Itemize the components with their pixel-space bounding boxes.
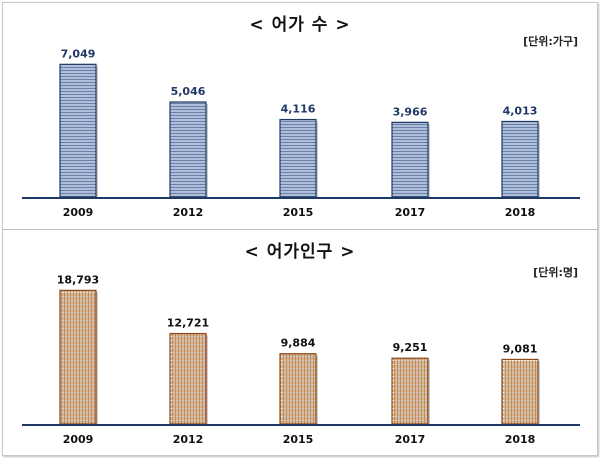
panel-divider [2, 229, 598, 230]
population-chart: < 어가인구 > [단위:명] 18,793 12,721 9,884 9,251 9,… [22, 242, 580, 446]
x-tick-label: 2012 [173, 206, 204, 219]
value-label: 5,046 [171, 85, 206, 98]
value-label: 18,793 [57, 273, 99, 286]
chart-title: < 어가 수 > [249, 15, 350, 35]
bar-2009 [59, 63, 97, 198]
value-label: 12,721 [167, 317, 209, 330]
x-tick-label: 2017 [395, 433, 426, 446]
x-tick-label: 2009 [63, 433, 94, 446]
x-tick-label: 2015 [283, 433, 314, 446]
x-tick-label: 2018 [505, 206, 536, 219]
bar-2009 [59, 289, 97, 425]
bar-2012 [169, 332, 207, 425]
bar-2018 [501, 120, 539, 198]
bar-2017 [391, 121, 429, 198]
unit-label: [단위:가구] [523, 34, 578, 48]
x-tick-label: 2017 [395, 206, 426, 219]
bar-2017 [391, 357, 429, 425]
x-tick-label: 2012 [173, 433, 204, 446]
value-label: 7,049 [61, 47, 96, 60]
unit-label: [단위:명] [533, 265, 578, 279]
bar-2015 [279, 118, 317, 198]
bar-2015 [279, 353, 317, 425]
x-tick-label: 2009 [63, 206, 94, 219]
bar-2012 [169, 101, 207, 198]
value-label: 4,013 [503, 104, 538, 117]
bar-2018 [501, 358, 539, 425]
households-chart: < 어가 수 > [단위:가구] 7,049 5,046 4,116 3,966 4,0… [22, 15, 580, 219]
x-tick-label: 2018 [505, 433, 536, 446]
chart-title: < 어가인구 > [245, 242, 356, 262]
value-label: 9,081 [503, 342, 538, 355]
value-label: 4,116 [281, 103, 316, 116]
value-label: 3,966 [393, 105, 428, 118]
x-tick-label: 2015 [283, 206, 314, 219]
value-label: 9,251 [393, 341, 428, 354]
value-label: 9,884 [281, 337, 316, 350]
